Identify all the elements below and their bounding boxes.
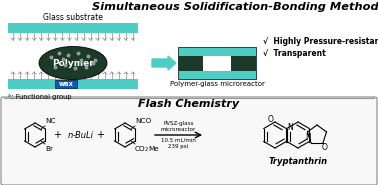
Text: √  Highly Pressure-resistant: √ Highly Pressure-resistant (263, 37, 378, 46)
Ellipse shape (39, 46, 107, 80)
Text: 2: 2 (145, 147, 149, 152)
Bar (8, 23, 138, 33)
Bar (178, 47, 256, 79)
Text: N: N (305, 134, 311, 142)
Text: Glass substrate: Glass substrate (43, 13, 103, 22)
Text: NCO: NCO (135, 118, 151, 124)
Text: wax: wax (59, 81, 73, 87)
Text: Polymer-glass microreactor: Polymer-glass microreactor (170, 81, 265, 87)
Text: *: * (8, 93, 11, 100)
Text: CO: CO (135, 146, 146, 152)
Text: Simultaneous Solidification-Bonding Method: Simultaneous Solidification-Bonding Meth… (92, 2, 378, 12)
Text: O: O (268, 115, 274, 125)
Text: Me: Me (148, 146, 159, 152)
Polygon shape (152, 56, 176, 70)
Bar (8, 79, 138, 89)
FancyBboxPatch shape (1, 97, 377, 185)
Text: NC: NC (45, 118, 56, 124)
Text: *: Functional group: *: Functional group (8, 94, 71, 100)
Text: √  Transparent: √ Transparent (263, 49, 326, 58)
Bar (55, 80, 77, 88)
Text: Polymer: Polymer (52, 58, 94, 68)
Text: Flash Chemistry: Flash Chemistry (138, 99, 240, 109)
Bar (178, 56, 256, 70)
Text: +: + (53, 130, 61, 140)
Text: -BuLi: -BuLi (73, 130, 94, 139)
Text: PVSZ-glass
microreactor: PVSZ-glass microreactor (161, 121, 196, 132)
Text: n: n (67, 130, 73, 139)
Text: +: + (96, 130, 104, 140)
Text: O: O (322, 142, 328, 152)
Text: Br: Br (45, 146, 53, 152)
Text: Tryptanthrin: Tryptanthrin (268, 157, 328, 166)
Bar (203, 56, 231, 70)
Text: 10.5 mL/min
239 psi: 10.5 mL/min 239 psi (161, 138, 196, 149)
Text: N: N (287, 124, 293, 132)
